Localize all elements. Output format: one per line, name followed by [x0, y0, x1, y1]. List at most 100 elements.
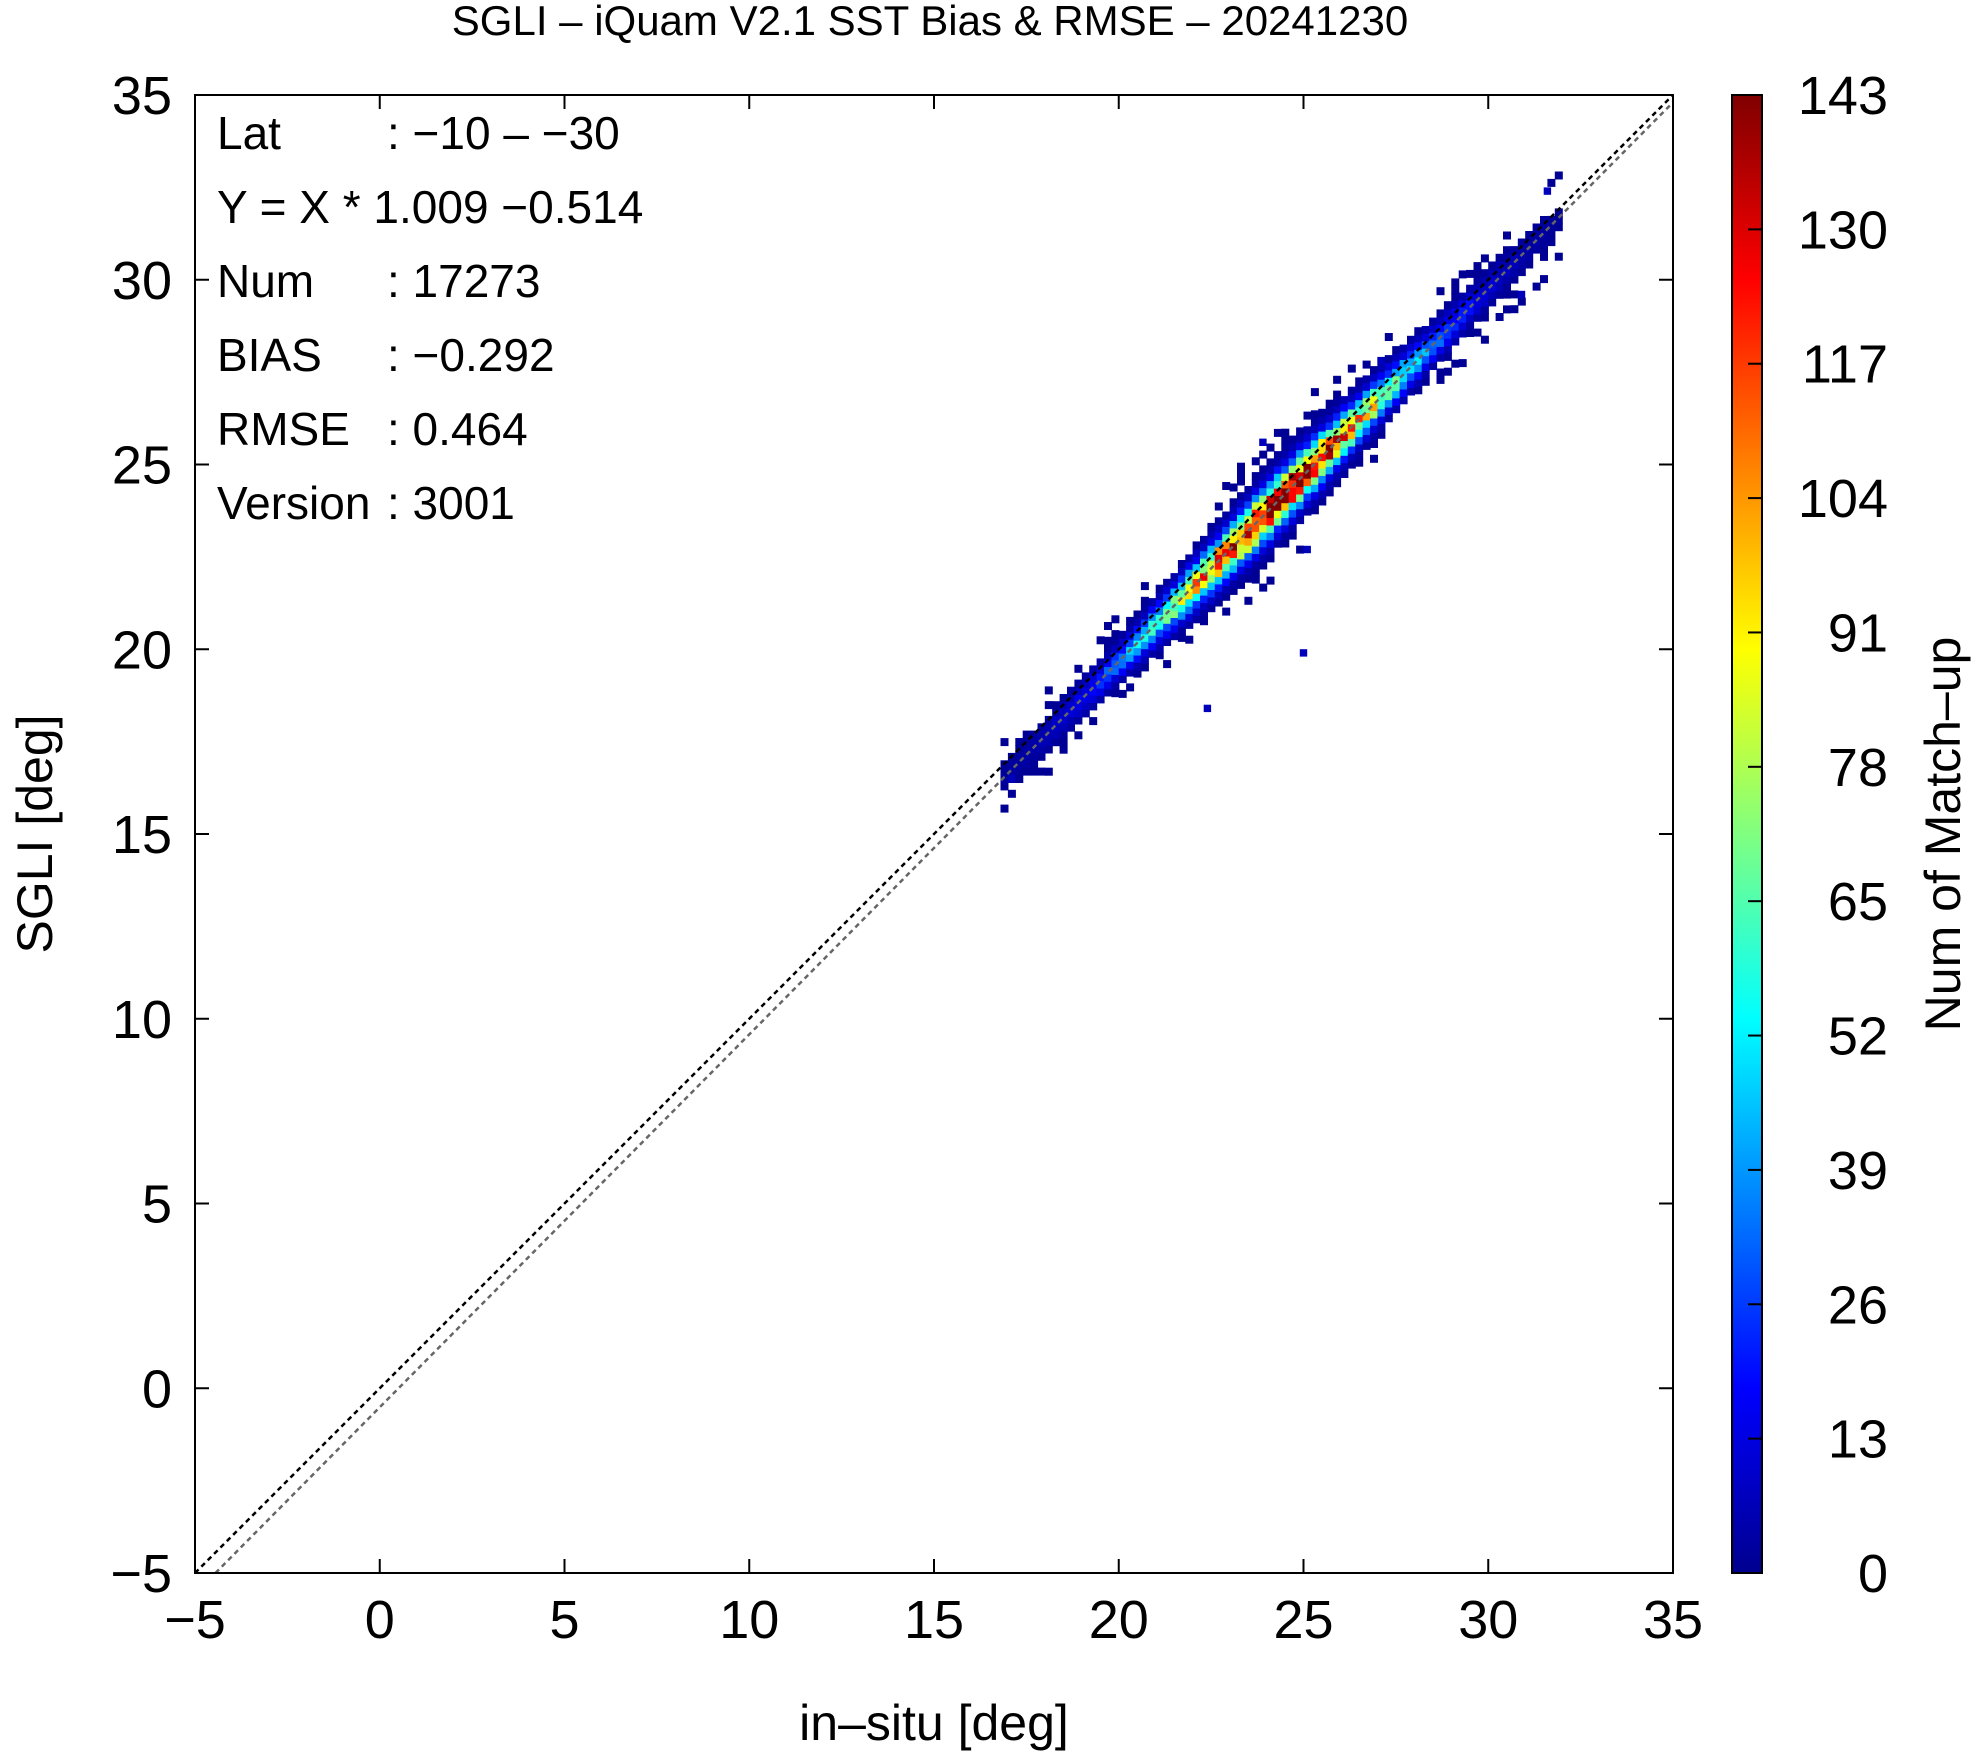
colorbar-tick-label: 39 — [1828, 1141, 1888, 1201]
density-cell — [1296, 442, 1305, 451]
density-cell — [1052, 716, 1061, 724]
density-cell — [1540, 216, 1548, 224]
density-cell — [1148, 635, 1157, 644]
density-cell — [1288, 457, 1297, 466]
density-cell — [1118, 689, 1127, 698]
density-cell — [1259, 509, 1268, 518]
density-cell — [1296, 508, 1305, 517]
density-cell — [1251, 479, 1260, 488]
density-cell — [1229, 579, 1238, 588]
density-cell — [1370, 440, 1378, 448]
density-cell — [1200, 535, 1208, 544]
density-cell — [1347, 431, 1356, 440]
density-cell — [1407, 335, 1415, 344]
density-cell — [1340, 403, 1349, 412]
density-cell — [1133, 647, 1142, 656]
density-cell — [1089, 665, 1098, 674]
density-cell — [1229, 527, 1238, 536]
density-cell — [1340, 440, 1349, 449]
density-cell — [1310, 484, 1319, 493]
density-cell — [1503, 231, 1511, 240]
density-cell — [1325, 436, 1334, 445]
density-cell — [1185, 591, 1194, 600]
outlier-cell — [1377, 357, 1385, 365]
density-cell — [1148, 627, 1157, 636]
density-cell — [1503, 246, 1511, 255]
density-cell — [1488, 298, 1497, 307]
density-cell — [1384, 369, 1393, 378]
density-cell — [1355, 443, 1364, 452]
density-cell — [1495, 313, 1504, 321]
density-cell — [1214, 569, 1223, 577]
density-cell — [1333, 464, 1342, 473]
density-cell — [1310, 454, 1319, 463]
density-cell — [1244, 545, 1253, 554]
density-cell — [1259, 561, 1268, 570]
density-cell — [1281, 436, 1290, 445]
density-cell — [1200, 550, 1208, 559]
density-cell — [1074, 701, 1083, 710]
density-cell — [1229, 535, 1238, 544]
density-cell — [1192, 607, 1201, 616]
density-cell — [1443, 316, 1452, 324]
chart-title: SGLI – iQuam V2.1 SST Bias & RMSE – 2024… — [452, 0, 1408, 44]
colorbar-tick-label: 130 — [1798, 200, 1888, 260]
density-cell — [1503, 290, 1511, 299]
density-cell — [1067, 708, 1075, 717]
density-cell — [1104, 651, 1112, 660]
density-cell — [1059, 723, 1068, 732]
density-cell — [1362, 441, 1371, 450]
density-cell — [1355, 429, 1364, 438]
density-cell — [1310, 506, 1319, 515]
density-cell — [1214, 591, 1223, 600]
density-cell — [1266, 502, 1275, 511]
density-cell — [1310, 469, 1319, 478]
density-cell — [1532, 230, 1541, 239]
density-cell — [1547, 215, 1556, 224]
density-cell — [1355, 392, 1364, 401]
stat-value: : −10 – −30 — [387, 107, 620, 159]
density-cell — [1140, 604, 1149, 613]
density-cell — [1392, 405, 1401, 414]
density-cell — [1118, 645, 1127, 654]
y-tick-label: 10 — [112, 990, 172, 1050]
density-cell — [1436, 324, 1445, 333]
density-cell — [1414, 386, 1423, 395]
density-cell — [1044, 686, 1053, 695]
density-cell — [1030, 752, 1039, 761]
density-cell — [1192, 615, 1201, 624]
density-cell — [1155, 636, 1164, 645]
density-cell — [1259, 583, 1268, 592]
density-cell — [1163, 630, 1172, 639]
density-cell — [1251, 494, 1260, 503]
density-cell — [1333, 412, 1342, 421]
density-cell — [1163, 601, 1172, 609]
density-cell — [1192, 585, 1201, 594]
density-cell — [1126, 639, 1135, 648]
outlier-cell — [1259, 438, 1267, 446]
density-cell — [1318, 408, 1327, 417]
stat-label: Lat — [217, 107, 281, 159]
density-cell — [1458, 292, 1467, 301]
density-cell — [1237, 558, 1245, 567]
density-cell — [1229, 513, 1238, 521]
x-tick-label: 30 — [1458, 1590, 1518, 1650]
density-cell — [1251, 553, 1260, 562]
density-cell — [1052, 730, 1061, 739]
density-cell — [1104, 636, 1112, 645]
density-cell — [1362, 382, 1371, 391]
density-cell — [1237, 551, 1245, 560]
density-cell — [1355, 436, 1364, 445]
density-cell — [1466, 321, 1475, 330]
colorbar-tick-label: 117 — [1802, 335, 1888, 395]
density-cell — [1214, 598, 1223, 607]
density-cell — [1155, 621, 1164, 630]
density-cell — [1510, 260, 1519, 269]
density-cell — [1554, 208, 1563, 217]
density-cell — [1325, 444, 1334, 453]
density-cell — [1052, 738, 1061, 747]
density-cell — [1377, 379, 1386, 388]
density-cell — [1362, 375, 1371, 384]
density-cell — [1214, 561, 1223, 570]
